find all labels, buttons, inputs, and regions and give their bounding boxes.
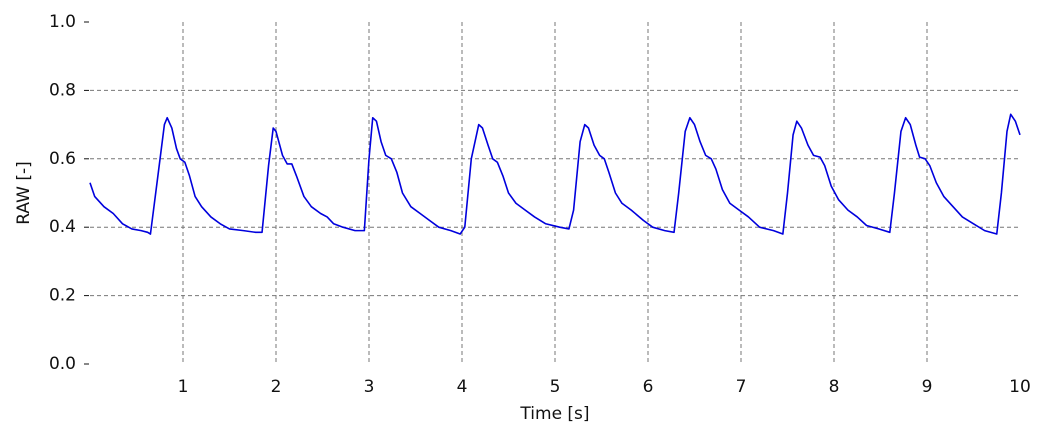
x-tick-label: 2 <box>271 377 282 397</box>
y-tick-label: 0.2 <box>49 286 76 306</box>
x-tick-label: 10 <box>1009 377 1031 397</box>
x-tick-label: 1 <box>178 377 189 397</box>
x-tick-label: 6 <box>643 377 654 397</box>
x-tick-label: 9 <box>922 377 933 397</box>
x-tick-label: 7 <box>736 377 747 397</box>
x-axis-label: Time [s] <box>519 404 589 424</box>
y-tick-label: 0.4 <box>49 217 76 237</box>
x-tick-label: 8 <box>829 377 840 397</box>
x-tick-label: 3 <box>364 377 375 397</box>
x-tick-label: 5 <box>550 377 561 397</box>
data-line <box>89 113 1021 235</box>
y-tick-label: 0.0 <box>49 354 76 374</box>
x-tick-label: 4 <box>457 377 468 397</box>
y-tick-label: 0.8 <box>49 80 76 100</box>
y-tick-label: 1.0 <box>49 12 76 32</box>
y-tick-label: 0.6 <box>49 149 76 169</box>
y-axis-label: RAW [-] <box>14 161 34 224</box>
